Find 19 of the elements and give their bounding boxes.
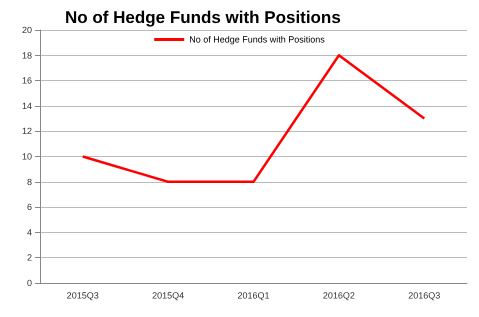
y-tick-label: 6 xyxy=(26,202,32,212)
y-tick-label: 10 xyxy=(22,152,32,162)
x-tick-label: 2016Q3 xyxy=(408,290,440,300)
chart-title: No of Hedge Funds with Positions xyxy=(65,8,341,27)
y-tick-label: 4 xyxy=(26,227,32,238)
y-tick-label: 8 xyxy=(26,176,32,187)
legend-label: No of Hedge Funds with Positions xyxy=(189,34,326,44)
x-tick-label: 2016Q1 xyxy=(237,290,270,300)
y-tick-label: 18 xyxy=(22,50,32,60)
x-tick-label: 2015Q3 xyxy=(66,290,99,300)
y-tick-label: 20 xyxy=(22,25,32,35)
x-tick-label: 2016Q2 xyxy=(322,290,355,300)
x-tick-label: 2015Q4 xyxy=(152,290,184,300)
y-tick-label: 0 xyxy=(26,278,32,288)
y-tick-label: 14 xyxy=(22,100,32,111)
y-tick-label: 12 xyxy=(22,126,32,136)
y-tick-label: 2 xyxy=(26,252,32,263)
line-series xyxy=(81,54,426,184)
y-tick-label: 16 xyxy=(22,76,32,86)
